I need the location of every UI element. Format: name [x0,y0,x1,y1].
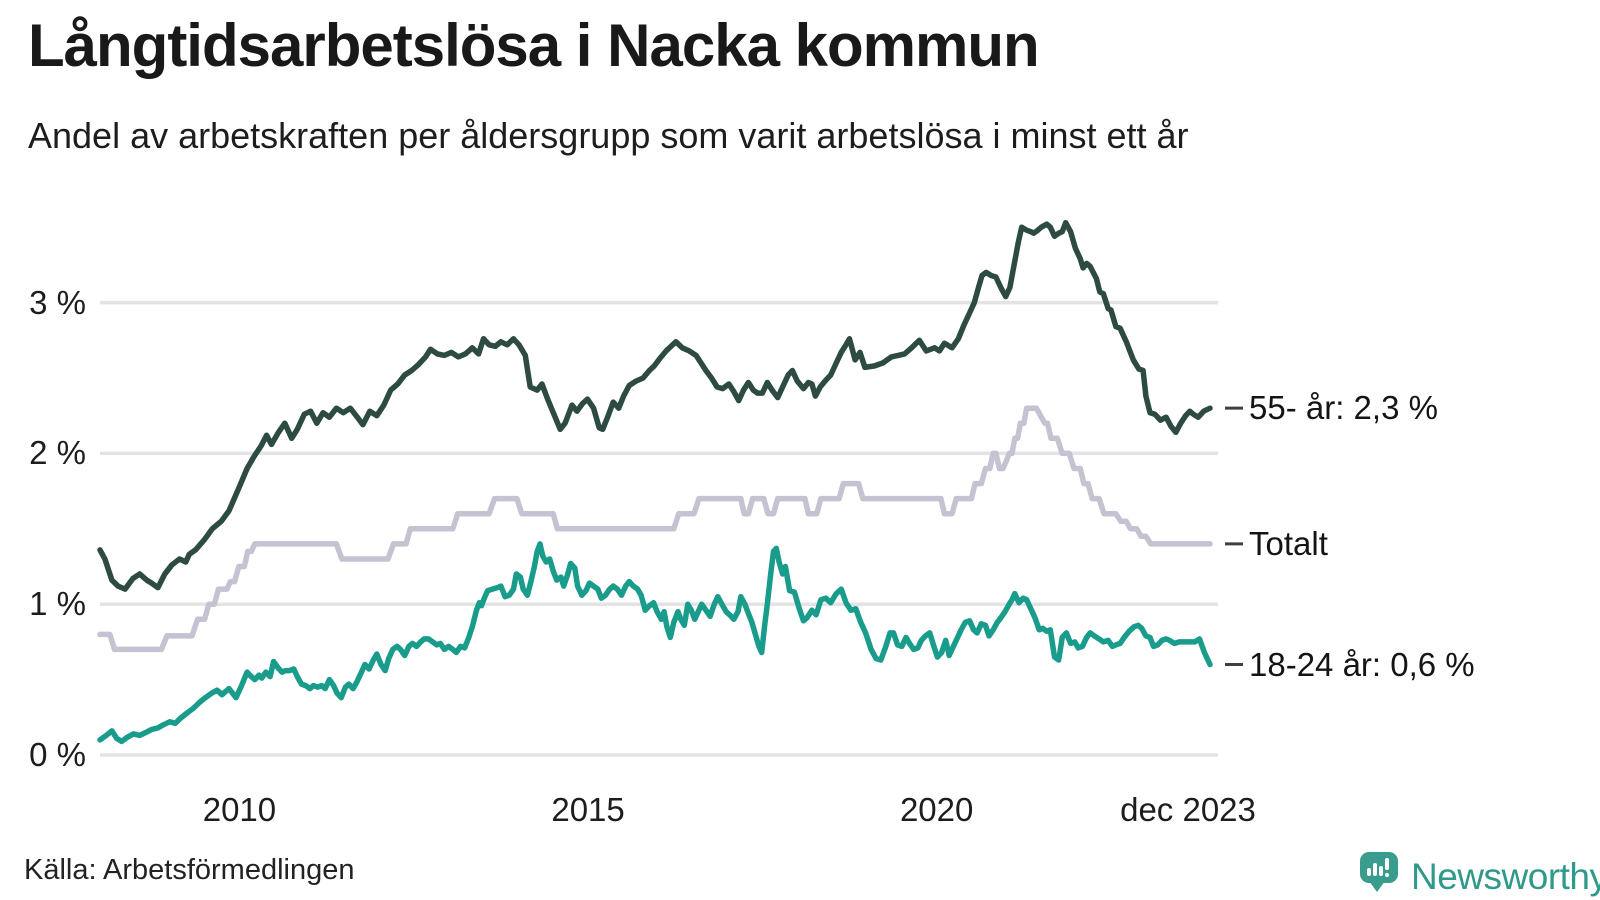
newsworthy-logo: Newsworthy [1360,852,1600,895]
exclamation-icon [1385,858,1389,870]
series-end-label-55-ar: 55- år: 2,3 % [1249,389,1438,427]
series-line-totalt [97,405,1213,653]
series-end-label-18-24-ar: 18-24 år: 0,6 % [1249,645,1475,683]
x-tick-label-dec-2023: dec 2023 [1120,791,1256,828]
exclamation-dot-icon [1385,873,1389,877]
series-line-55-ar [97,219,1213,592]
x-tick-label-2010: 2010 [202,791,277,828]
series-end-label-totalt: Totalt [1249,524,1328,562]
bar-chart-bar-icon [1373,863,1377,876]
newsworthy-logo-text: Newsworthy [1411,856,1600,897]
y-tick-label-2pct: 2 % [29,434,86,472]
y-tick-label-1pct: 1 % [29,585,86,623]
speech-bubble-bar-chart-icon [1360,852,1398,892]
speech-bubble-tail [1369,881,1385,892]
y-tick-label-3pct: 3 % [29,283,86,321]
x-tick-label-2015: 2015 [551,791,625,828]
bar-chart-bar-icon [1379,866,1383,876]
bar-chart-bar-icon [1367,868,1371,876]
series-line-18-24-ar [97,541,1213,745]
page-title: Långtidsarbetslösa i Nacka kommun [28,12,1040,79]
y-tick-label-0pct: 0 % [29,736,86,773]
source-caption: Källa: Arbetsförmedlingen [24,854,355,886]
chart-subtitle: Andel av arbetskraften per åldersgrupp s… [28,115,1189,156]
x-tick-label-2020: 2020 [899,791,974,828]
